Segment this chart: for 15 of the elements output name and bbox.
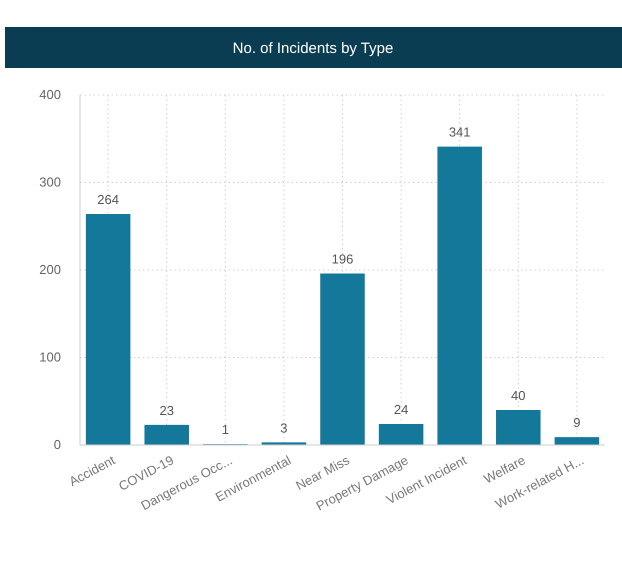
data-label: 341: [448, 124, 471, 140]
y-tick-label: 100: [39, 350, 61, 364]
data-label: 196: [332, 252, 354, 266]
data-label: 40: [511, 388, 526, 403]
data-label: 264: [97, 192, 119, 207]
data-label: 24: [394, 402, 408, 417]
y-tick-label: 0: [54, 437, 61, 452]
chart-title: No. of Incidents by Type: [232, 40, 394, 57]
y-tick-label: 200: [39, 262, 61, 277]
data-label: 23: [159, 402, 174, 418]
y-tick-label: 400: [39, 87, 61, 102]
data-label: 9: [573, 415, 580, 430]
y-tick-label: 300: [39, 174, 61, 190]
data-label: 1: [222, 422, 229, 438]
data-label: 3: [280, 420, 288, 436]
